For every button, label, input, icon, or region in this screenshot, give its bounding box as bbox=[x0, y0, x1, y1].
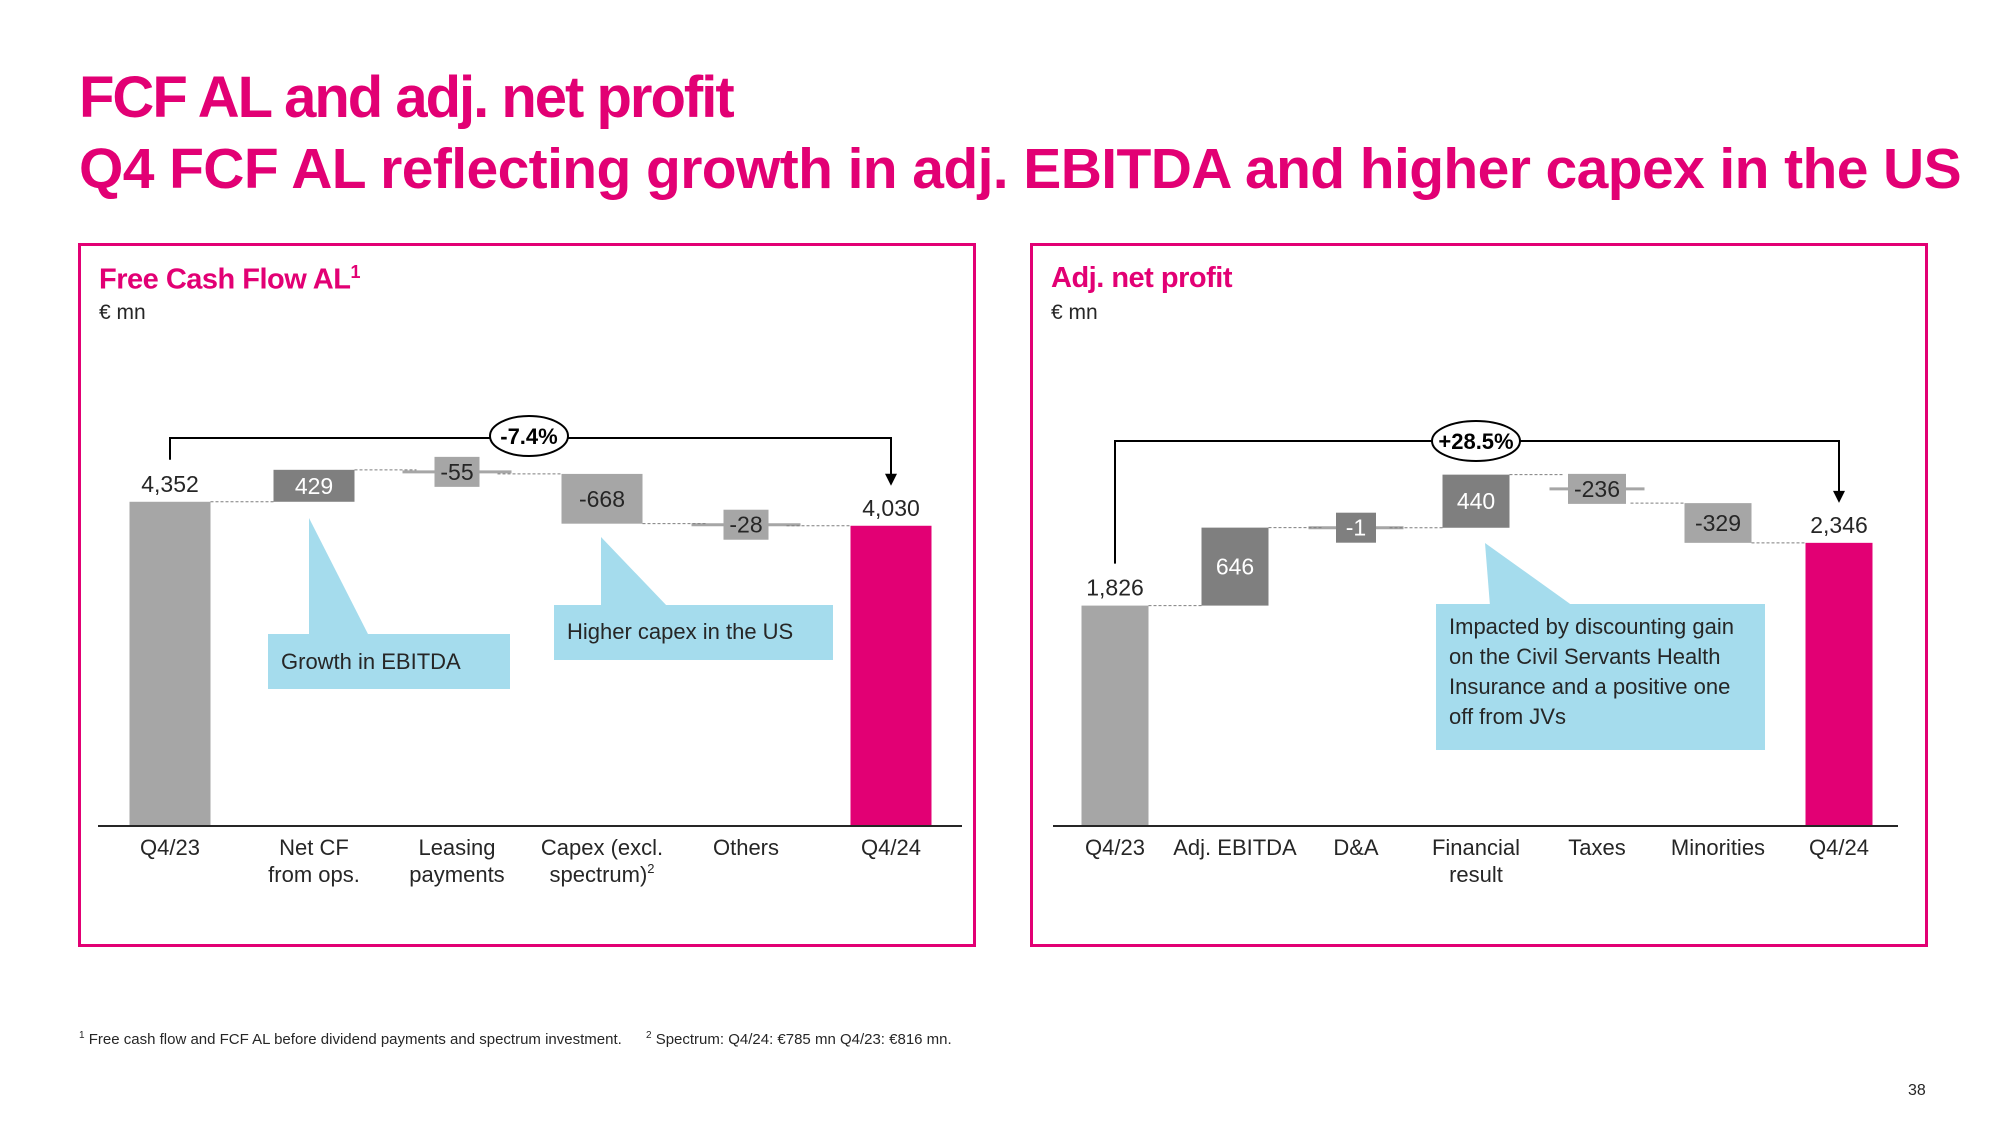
footnotes: 1 Free cash flow and FCF AL before divid… bbox=[79, 1030, 952, 1048]
fcf-panel-title: Free Cash Flow AL1 bbox=[99, 262, 360, 297]
net-profit-title-text: Adj. net profit bbox=[1051, 262, 1232, 294]
footnote-1: Free cash flow and FCF AL before dividen… bbox=[88, 1031, 622, 1048]
fcf-title-footnote-ref: 1 bbox=[350, 262, 360, 282]
fcf-unit: € mn bbox=[99, 301, 146, 324]
page-number: 38 bbox=[1908, 1082, 1926, 1099]
callout-financial-result: Impacted by discounting gain on the Civi… bbox=[1436, 604, 1765, 750]
footnote-1-ref: 1 bbox=[79, 1030, 85, 1041]
footnote-2-ref: 2 bbox=[645, 1030, 652, 1041]
callout-growth-ebitda: Growth in EBITDA bbox=[268, 634, 510, 689]
callout-higher-capex: Higher capex in the US bbox=[554, 605, 833, 660]
net-profit-panel: Adj. net profit € mn bbox=[1030, 243, 1928, 947]
page-subtitle: Q4 FCF AL reflecting growth in adj. EBIT… bbox=[79, 137, 1962, 201]
net-profit-unit: € mn bbox=[1051, 301, 1098, 324]
fcf-title-text: Free Cash Flow AL bbox=[99, 263, 351, 296]
net-profit-panel-title: Adj. net profit bbox=[1051, 262, 1232, 295]
fcf-panel: Free Cash Flow AL1 € mn bbox=[78, 243, 976, 947]
page-title: FCF AL and adj. net profit bbox=[79, 65, 735, 130]
footnote-2: Spectrum: Q4/24: €785 mn Q4/23: €816 mn. bbox=[655, 1031, 952, 1048]
